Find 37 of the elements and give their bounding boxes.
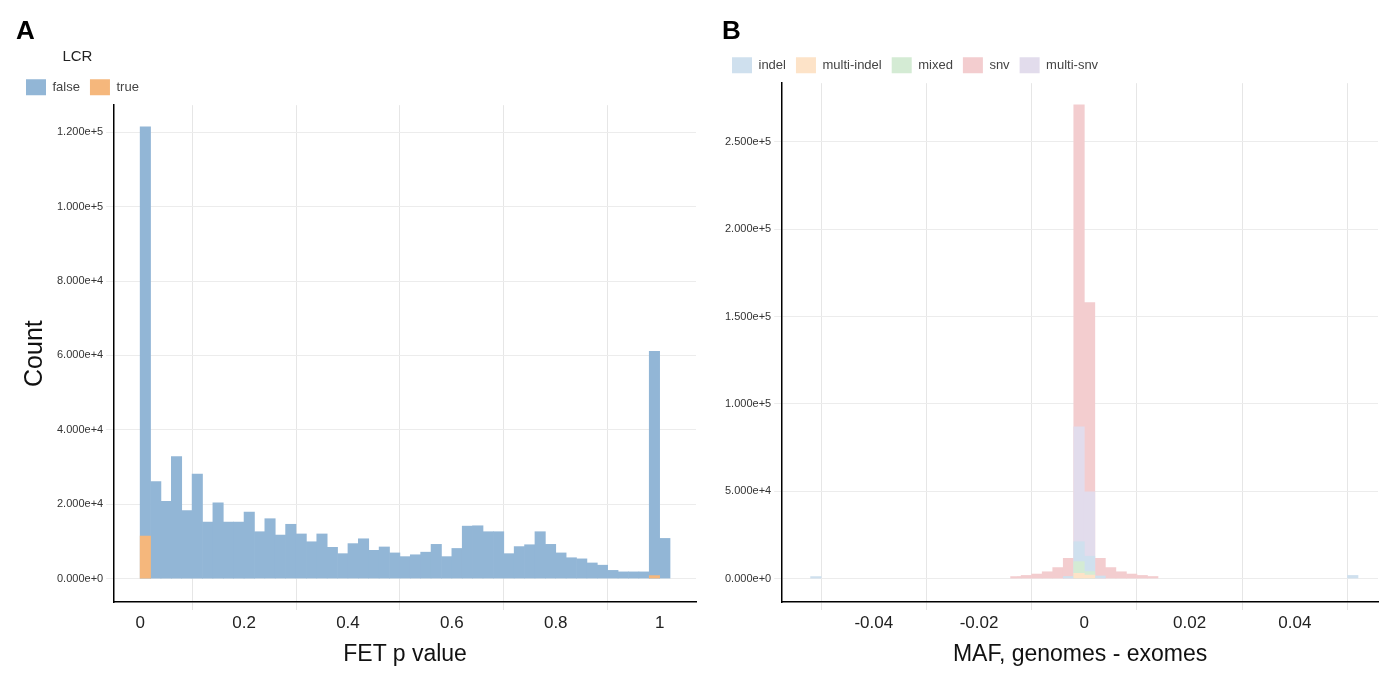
chart-title: B bbox=[722, 14, 741, 45]
legend-label: snv bbox=[989, 56, 1011, 72]
x-axis-title: MAF, genomes - exomes bbox=[952, 639, 1208, 666]
legend-label: false bbox=[52, 78, 80, 94]
y-tick-label: 0.000e+0 bbox=[725, 571, 772, 584]
chart-title: A bbox=[16, 14, 35, 45]
x-tick-label: 0.4 bbox=[336, 612, 360, 632]
x-tick-label: 0.6 bbox=[440, 612, 464, 632]
x-tick-label: 0 bbox=[135, 612, 145, 632]
legend-label: multi-indel bbox=[822, 56, 882, 72]
x-tick-label: -0.02 bbox=[959, 612, 999, 632]
y-tick-label: 0.000e+0 bbox=[57, 571, 104, 584]
legend-label: multi-snv bbox=[1046, 56, 1099, 72]
x-tick-label: 0.8 bbox=[543, 612, 568, 632]
y-tick-label: 2.000e+4 bbox=[57, 497, 104, 510]
y-axis-title: Count bbox=[18, 320, 47, 387]
y-tick-label: 1.000e+5 bbox=[57, 199, 104, 212]
y-tick-label: 8.000e+4 bbox=[57, 274, 104, 287]
x-axis-title: FET p value bbox=[343, 639, 467, 666]
x-tick-label: 0.02 bbox=[1173, 612, 1207, 632]
y-tick-label: 1.500e+5 bbox=[725, 309, 772, 322]
legend-label: mixed bbox=[918, 56, 953, 72]
legend-label: true bbox=[116, 78, 139, 94]
x-tick-label: 1 bbox=[654, 612, 665, 632]
y-tick-label: 4.000e+4 bbox=[57, 422, 104, 435]
legend-label: indel bbox=[758, 56, 787, 72]
x-tick-label: 0.04 bbox=[1278, 612, 1312, 632]
legend-title: LCR bbox=[62, 46, 93, 64]
y-tick-label: 1.200e+5 bbox=[57, 125, 104, 138]
y-tick-label: 5.000e+4 bbox=[725, 484, 772, 497]
x-tick-label: -0.04 bbox=[854, 612, 894, 632]
y-tick-label: 2.500e+5 bbox=[725, 134, 772, 147]
x-tick-label: 0.2 bbox=[232, 612, 256, 632]
x-tick-label: 0 bbox=[1079, 612, 1090, 632]
y-tick-label: 6.000e+4 bbox=[57, 348, 104, 361]
y-tick-label: 2.000e+5 bbox=[725, 222, 772, 235]
y-tick-label: 1.000e+5 bbox=[725, 396, 772, 409]
